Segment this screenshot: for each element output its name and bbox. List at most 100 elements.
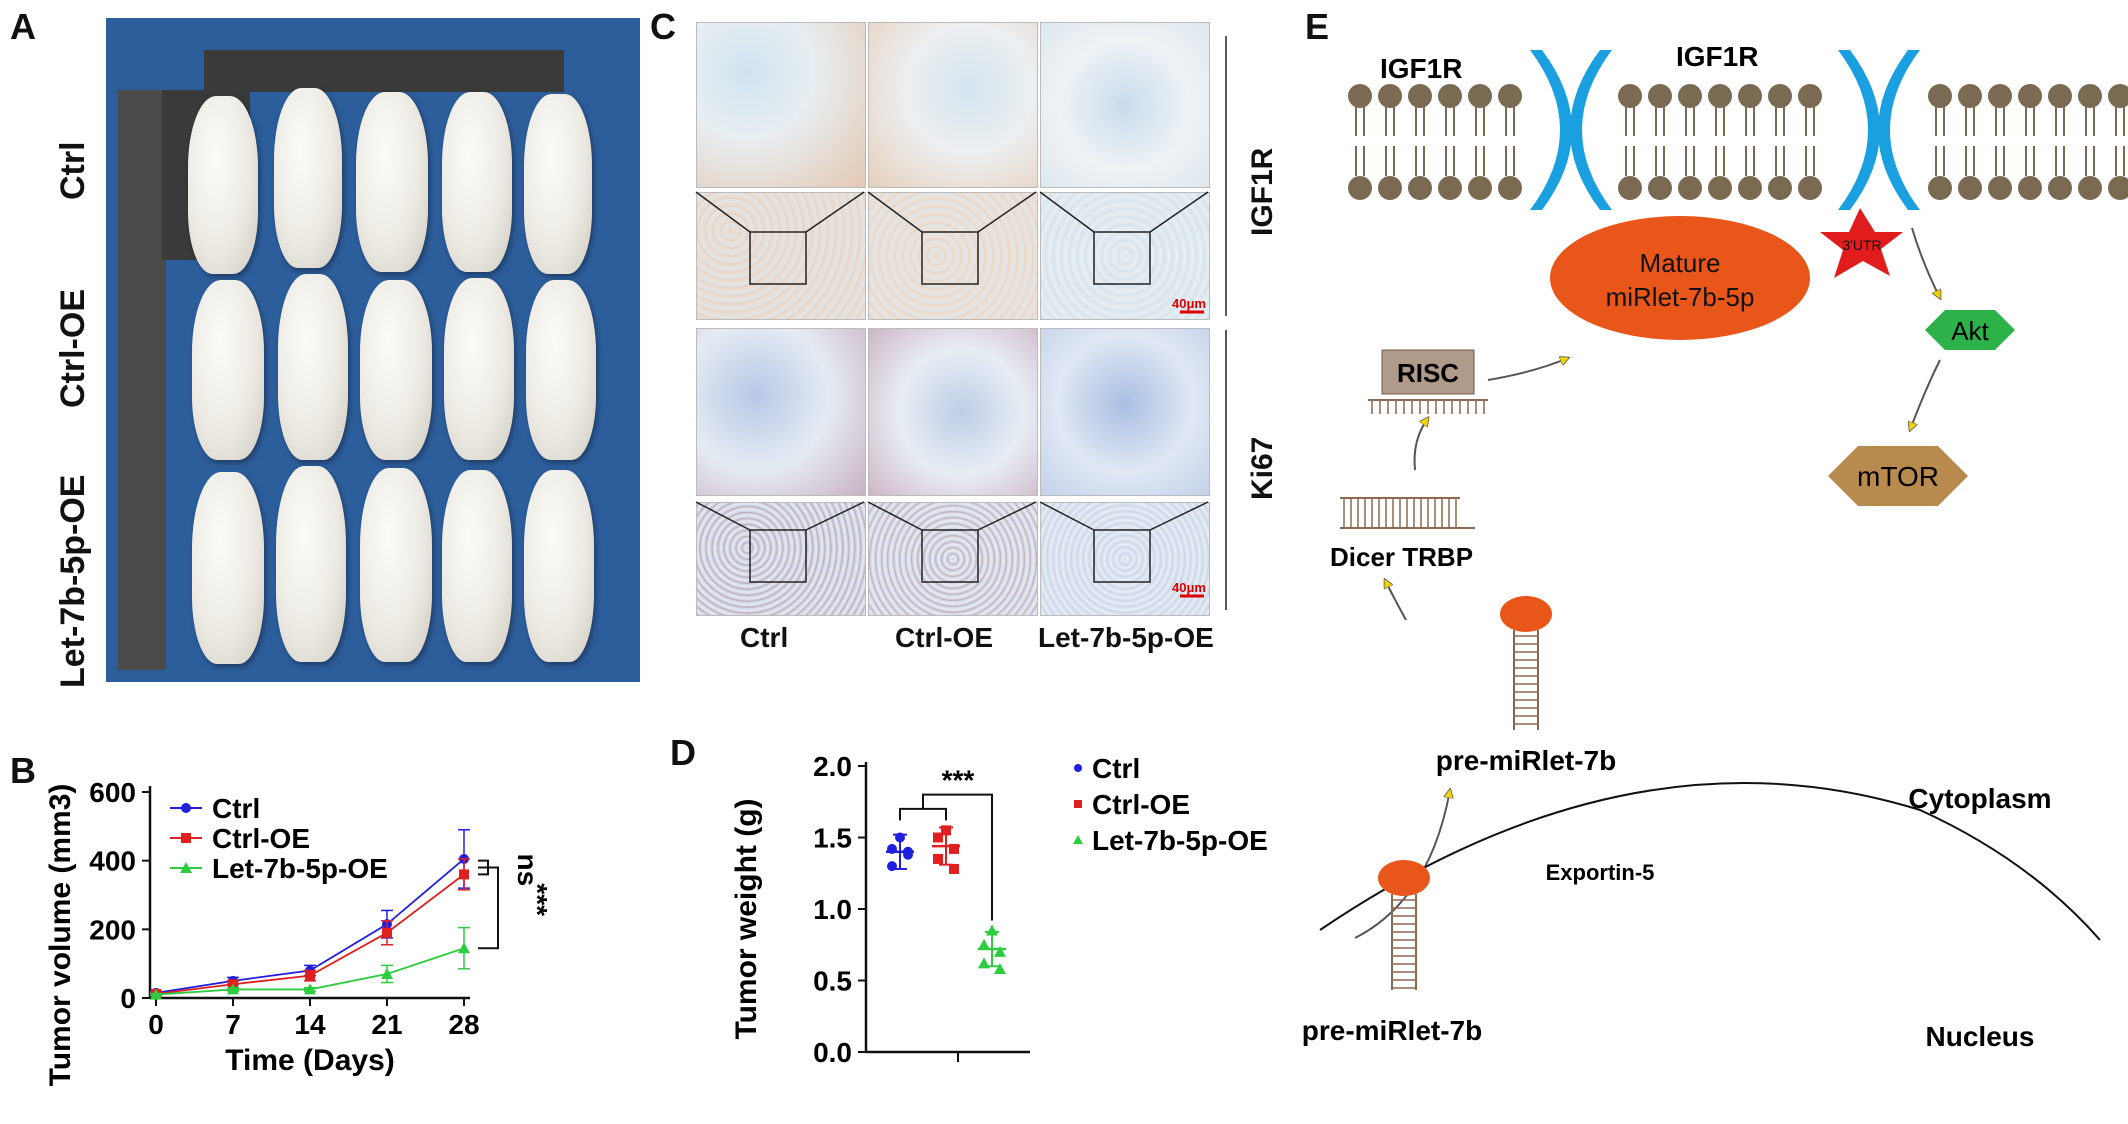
akt-hexagon [1925, 310, 2015, 350]
mouse [360, 468, 432, 662]
pathway-diagram: IGF1R IGF1R Mature miRlet-7b-5p 3'UTR Ak… [1302, 41, 2128, 1052]
legend-marker [181, 833, 191, 843]
data-point [933, 853, 943, 864]
histo-igf1r-zoom [696, 22, 866, 188]
data-point [903, 846, 913, 857]
mouse [188, 96, 258, 274]
lipid-head [1438, 84, 1462, 108]
lipid-head [1498, 176, 1522, 200]
y-tick-label: 2.0 [813, 751, 852, 782]
lipid-head [1988, 176, 2012, 200]
data-point [458, 942, 470, 954]
panel-a-photo [106, 18, 640, 682]
lipid-head [1958, 84, 1982, 108]
igf1r-receptors [1530, 50, 1920, 210]
lipid-head [1378, 84, 1402, 108]
x-axis-label: Time (Days) [225, 1044, 395, 1077]
mouse [360, 280, 432, 460]
mouse [442, 470, 512, 662]
legend-label: Ctrl-OE [212, 823, 310, 854]
lipid-head [1468, 84, 1492, 108]
lipid-head [1408, 84, 1432, 108]
col-label-ctrl-oe: Ctrl-OE [895, 622, 993, 653]
x-tick-label: 14 [294, 1009, 326, 1040]
significance-bracket [899, 807, 947, 821]
histo-igf1r-zoom [868, 22, 1038, 188]
data-point [895, 832, 905, 843]
lipid-head [1618, 176, 1642, 200]
pre-mirna-loop [1500, 596, 1552, 632]
lipid-head [1498, 84, 1522, 108]
arrow [1487, 358, 1568, 381]
lipid-head [1408, 176, 1432, 200]
data-point [381, 967, 393, 979]
mouse [526, 280, 596, 460]
x-tick-label: 21 [371, 1009, 402, 1040]
cytoplasm-label: Cytoplasm [1908, 783, 2051, 814]
panel-label-d: D [670, 732, 696, 773]
lipid-head [1958, 176, 1982, 200]
lipid-head [2018, 84, 2042, 108]
lipid-head [2078, 176, 2102, 200]
data-point [994, 945, 1006, 957]
arrow [1910, 359, 1941, 430]
significance-bracket [922, 793, 993, 921]
legend-marker [1073, 835, 1083, 844]
y-tick-label: 1.0 [813, 894, 852, 925]
histo-ki67-low [696, 502, 866, 616]
y-tick-label: 600 [89, 777, 136, 808]
ruler-side [118, 90, 166, 670]
significance-label: *** [522, 883, 553, 916]
y-tick-label: 400 [89, 846, 136, 877]
mouse [276, 466, 346, 662]
lipid-head [1708, 176, 1732, 200]
legend-label: Let-7b-5p-OE [212, 853, 388, 884]
panel-label-b: B [10, 750, 36, 791]
data-point [978, 938, 990, 950]
mouse [192, 472, 264, 664]
mtor-hexagon [1828, 446, 1968, 506]
lipid-head [2078, 84, 2102, 108]
legend-marker [1074, 800, 1082, 808]
legend-label: Let-7b-5p-OE [1092, 825, 1268, 856]
tumor-weight-chart: 0.0 0.5 1.0 1.5 2.0 Tumor weight (g) Ctrl Ctrl-… [730, 751, 1268, 1068]
panel-label-e: E [1305, 6, 1330, 47]
x-tick-label: 28 [448, 1009, 479, 1040]
data-point [978, 957, 990, 969]
receptor-label: IGF1R [1380, 53, 1462, 84]
lipid-head [1438, 176, 1462, 200]
lipid-head [1768, 84, 1792, 108]
data-point [304, 983, 316, 995]
pre-mirna-top-label: pre-miRlet-7b [1436, 745, 1616, 776]
utr-label: 3'UTR [1842, 237, 1881, 253]
histo-ki67-low [868, 502, 1038, 616]
tumor-volume-chart: 0 200 400 600 0 7 14 21 28 Time (Days) Tumor volum… [44, 777, 553, 1086]
lipid-head [1708, 84, 1732, 108]
lipid-head [1738, 176, 1762, 200]
significance-bracket [478, 866, 499, 950]
col-label-let7b: Let-7b-5p-OE [1038, 622, 1214, 653]
lipid-head [1618, 84, 1642, 108]
data-point [887, 861, 897, 872]
lipid-head [1378, 176, 1402, 200]
mouse [356, 92, 428, 272]
risc-box [1381, 349, 1475, 395]
nuclear-envelope [1319, 782, 2101, 941]
histo-ki67-zoom [868, 328, 1038, 496]
legend-marker [181, 803, 191, 813]
mature-mirna-ellipse [1550, 216, 1810, 340]
data-point [986, 924, 998, 936]
lipid-head [1678, 176, 1702, 200]
lipid-head [1798, 84, 1822, 108]
ruler-top [204, 50, 564, 92]
panel-label-c: C [650, 6, 676, 47]
data-point [382, 927, 392, 938]
lipid-head [2048, 176, 2072, 200]
mouse [274, 88, 342, 268]
histology-zoom-lines [695, 36, 1227, 610]
lipid-head [2018, 176, 2042, 200]
lipid-head [1798, 176, 1822, 200]
legend-label: Ctrl [212, 793, 260, 824]
mouse [442, 92, 512, 272]
lipid-head [1928, 84, 1952, 108]
